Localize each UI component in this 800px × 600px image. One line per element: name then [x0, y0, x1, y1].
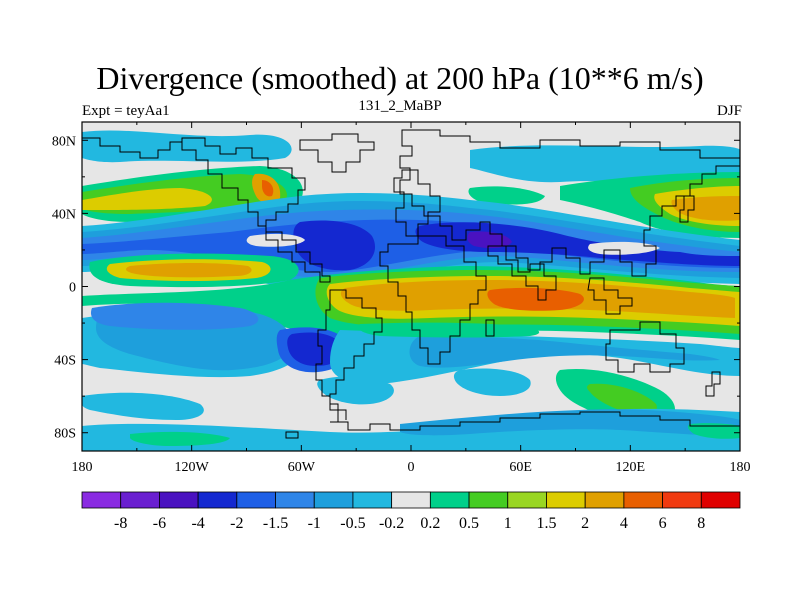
legend-label: -1: [308, 515, 321, 532]
coastline-antarctica: [330, 411, 740, 431]
x-tick-label: 60W: [288, 460, 316, 475]
legend-label: -1.5: [263, 515, 288, 532]
contour-sh-lime-cell: [587, 383, 657, 415]
contour-sh-cyan-cell-3: [82, 392, 204, 420]
coastline-ice-shelf: [285, 431, 299, 439]
coastline-antarctic-peninsula: [330, 409, 347, 423]
coastline-africa: [379, 235, 487, 365]
coastline-outlines: [82, 129, 740, 439]
legend-label: -2: [230, 515, 243, 532]
legend-swatch: [507, 491, 547, 509]
legend-label: 0.2: [420, 515, 440, 532]
contour-nh-yellow-west: [82, 188, 212, 210]
legend-swatch: [391, 491, 431, 509]
legend-label: 6: [659, 515, 667, 532]
contour-sh-dark: [287, 332, 343, 366]
y-tick-label: 80N: [52, 134, 76, 149]
legend-label: -6: [153, 515, 166, 532]
contour-sh-blue: [90, 302, 259, 330]
legend-swatch: [197, 491, 238, 509]
y-tick-label: 40N: [52, 207, 76, 222]
legend-label: 4: [620, 515, 628, 532]
legend-swatch: [236, 491, 276, 509]
legend-label: -8: [114, 515, 127, 532]
x-tick-label: 60E: [509, 460, 532, 475]
contour-nh-green-mid: [468, 186, 545, 205]
legend-swatch: [159, 491, 199, 509]
legend-label: -0.2: [379, 515, 404, 532]
coastline-arabia-india: [487, 245, 557, 301]
contour-sh-medblue-east: [409, 336, 720, 368]
legend-label: 0.5: [459, 515, 479, 532]
legend-swatch: [275, 491, 315, 509]
legend-swatch: [468, 491, 509, 509]
legend-swatch: [120, 491, 160, 509]
coastline-alaska-islands: [82, 137, 182, 159]
legend-label: -0.5: [340, 515, 365, 532]
coastline-japan: [679, 195, 695, 223]
contour-nh-orange-east: [671, 196, 740, 221]
contour-sp-green-2: [687, 423, 740, 439]
contour-gap-white-2: [588, 241, 660, 255]
legend-label: -4: [191, 515, 204, 532]
legend-swatch: [623, 491, 663, 509]
legend-swatch: [313, 491, 354, 509]
legend-label: 2: [581, 515, 589, 532]
coastline-australia: [605, 321, 685, 373]
plot-area: 180 120W 60W 0 60E 120E 180 80N 40N 0 40S 80S: [52, 121, 751, 475]
contour-eq-orange-west: [126, 263, 252, 278]
coastline-greenland: [299, 133, 375, 173]
contour-sh-cyan-cell-2: [453, 368, 531, 396]
x-tick-label: 0: [408, 460, 415, 475]
legend-swatch: [81, 491, 122, 509]
contour-eq-red-east: [487, 287, 584, 311]
x-axis-ticks: 180 120W 60W 0 60E 120E 180: [72, 122, 751, 475]
contour-nh-red-spot: [262, 180, 274, 197]
coastline-south-america: [315, 289, 383, 411]
y-axis-ticks: 80N 40N 0 40S 80S: [52, 134, 740, 442]
coastline-new-zealand: [705, 371, 721, 397]
legend-swatch: [584, 491, 625, 509]
experiment-label: Expt = teyAa1: [82, 103, 170, 119]
x-tick-label: 120W: [175, 460, 210, 475]
contour-sp-green-1: [130, 431, 230, 446]
contour-fields: [82, 130, 740, 451]
coastline-north-america: [181, 137, 331, 283]
map-title: Divergence (smoothed) at 200 hPa (10**6 …: [96, 60, 704, 96]
y-tick-label: 40S: [54, 354, 76, 369]
color-legend: -8 -6 -4 -2 -1.5 -1 -0.5 -0.2 0.2 0.5 1 1.5 2 4 6 8: [81, 491, 741, 532]
contour-subtrop-deep: [467, 231, 512, 249]
legend-swatch: [700, 491, 741, 509]
x-tick-label: 180: [730, 460, 751, 475]
contour-nh-cyan-band: [82, 130, 292, 163]
legend-label: 1.5: [536, 515, 556, 532]
y-tick-label: 80S: [54, 427, 76, 442]
coastline-eurasia: [399, 129, 740, 277]
legend-label: 8: [697, 515, 705, 532]
x-tick-label: 120E: [616, 460, 646, 475]
legend-swatch: [352, 491, 393, 509]
legend-swatch: [429, 491, 470, 509]
season-label: DJF: [716, 103, 742, 119]
x-tick-label: 180: [72, 460, 93, 475]
legend-label: 1: [504, 515, 512, 532]
legend-swatch: [546, 491, 586, 509]
coastline-madagascar: [485, 319, 495, 337]
contour-subtrop-dark-west: [293, 220, 376, 271]
legend-swatch: [662, 491, 702, 509]
y-tick-label: 0: [69, 281, 76, 296]
run-label: 131_2_MaBP: [358, 98, 442, 114]
coastline-southeast-asia: [587, 277, 633, 315]
